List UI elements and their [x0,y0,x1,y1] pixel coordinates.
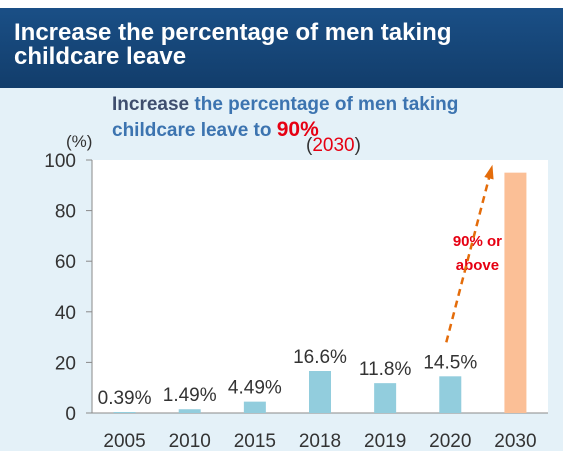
y-tick-label: 20 [55,353,76,374]
x-tick-label: 2018 [299,431,341,451]
data-label: 16.6% [293,347,347,368]
bar [309,371,331,413]
y-tick-label: 0 [65,404,76,425]
x-tick-label: 2005 [103,431,145,451]
target-year-close: ) [354,135,361,156]
bar [374,383,397,413]
bar [113,412,136,413]
target-year-open: ( [306,135,313,156]
subtitle-part2: the percentage of men taking [194,94,459,115]
target-bar [504,172,527,413]
data-label: 11.8% [359,359,412,380]
y-tick-label: 100 [44,151,76,172]
subtitle-part1: Increase [112,94,195,115]
data-label: 4.49% [228,378,282,399]
data-label: 0.39% [98,388,152,409]
bar [178,409,201,413]
chart-subtitle: Increase the percentage of men taking ch… [112,92,458,143]
subtitle-target: 90% [276,118,319,141]
arrow-head-icon [484,164,494,180]
bar [439,376,462,413]
x-tick-label: 2015 [234,431,276,451]
target-label: 90% or [453,233,502,250]
x-tick-label: 2020 [429,431,471,451]
subtitle-part3: childcare leave to [112,120,277,141]
plot-area [92,160,548,413]
x-tick-label: 2030 [494,431,536,451]
y-tick-label: 60 [55,252,76,273]
target-label: above [456,257,499,274]
page-title: Increase the percentage of men taking ch… [14,19,452,70]
y-tick-label: 40 [55,303,76,324]
y-tick-label: 80 [55,202,76,223]
x-tick-label: 2010 [169,431,211,451]
trend-arrow-line [445,168,493,343]
x-tick-label: 2019 [364,431,406,451]
data-label: 14.5% [423,352,477,373]
data-label: 1.49% [163,385,217,406]
header-banner: Increase the percentage of men taking ch… [0,8,563,88]
y-unit-label: (%) [66,132,92,151]
bar [243,401,266,413]
target-year-value: 2030 [312,135,355,156]
target-year: (2030) [306,135,361,157]
